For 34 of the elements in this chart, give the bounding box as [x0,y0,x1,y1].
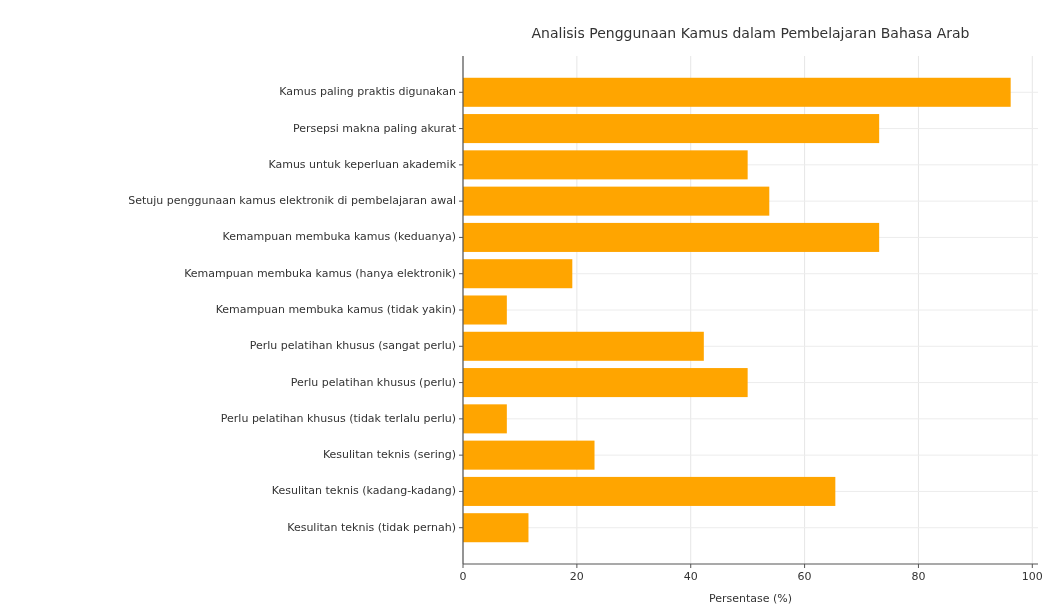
bar [463,331,704,361]
bar [463,186,770,216]
y-tick-label: Setuju penggunaan kamus elektronik di pembelajaran awal [128,194,456,208]
x-tick-label: 100 [1021,570,1043,583]
y-tick-label: Perlu pelatihan khusus (perlu) [290,375,456,389]
y-tick-label: Perlu pelatihan khusus (tidak terlalu perlu) [220,411,456,425]
bar [463,259,573,289]
y-tick-label: Kesulitan teknis (sering) [322,448,456,462]
y-tick-label: Kemampuan membuka kamus (keduanya) [222,230,456,244]
bar [463,368,748,398]
y-tick-label: Kemampuan membuka kamus (tidak yakin) [215,303,456,316]
bar [463,440,595,470]
y-tick-label: Kesulitan teknis (kadang-kadang) [271,484,456,498]
x-tick-label: 20 [569,570,584,583]
x-tick-label: 0 [459,570,467,583]
bar [463,150,748,180]
bar [463,222,880,252]
x-tick-label: 60 [797,570,812,583]
y-tick-label: Kamus paling praktis digunakan [279,85,457,99]
y-tick-label: Kesulitan teknis (tidak pernah) [287,520,456,534]
bar [463,77,1011,107]
y-tick-label: Kemampuan membuka kamus (hanya elektronik) [184,266,456,280]
bar [463,476,836,506]
chart-title: Analisis Penggunaan Kamus dalam Pembelajaran Bahasa Arab [531,25,970,41]
x-axis-title: Persentase (%) [708,592,793,605]
x-tick-label: 80 [911,570,926,583]
y-tick-label: Kamus untuk keperluan akademik [268,157,457,171]
y-tick-label: Perlu pelatihan khusus (sangat perlu) [249,339,456,353]
bar [463,114,880,144]
y-tick-label: Persepsi makna paling akurat [293,121,457,135]
bar [463,295,507,325]
bar [463,404,507,434]
x-tick-label: 40 [683,570,698,583]
bar [463,513,529,543]
